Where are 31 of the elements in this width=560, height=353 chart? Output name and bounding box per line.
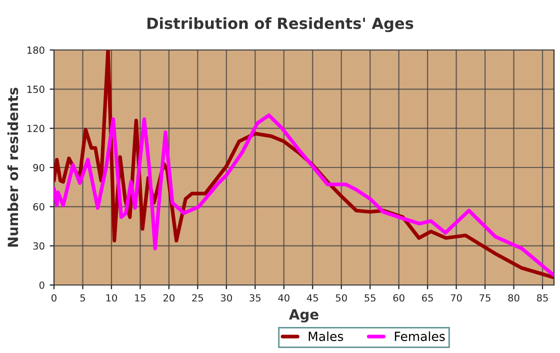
- y-axis-title: Number of residents: [7, 88, 18, 247]
- y-tick-label: 60: [33, 203, 44, 210]
- x-tick-label: 0: [52, 294, 56, 302]
- y-tick-label: 150: [27, 86, 44, 93]
- x-tick-label: 30: [220, 294, 232, 302]
- x-tick-label: 15: [135, 294, 146, 302]
- y-tick-label: 120: [27, 124, 44, 132]
- x-axis-title: Age: [289, 309, 318, 322]
- x-tick-label: 45: [306, 294, 318, 302]
- legend-label: Males: [308, 331, 344, 342]
- x-tick-label: 55: [364, 294, 376, 302]
- y-tick-label: 90: [33, 164, 44, 172]
- x-tick-label: 20: [163, 294, 174, 302]
- x-tick-label: 60: [393, 294, 404, 302]
- x-tick-label: 35: [250, 294, 260, 302]
- x-tick-label: 50: [336, 294, 347, 302]
- x-tick-label: 75: [480, 294, 490, 302]
- x-tick-label: 25: [192, 294, 204, 302]
- x-tick-label: 40: [278, 294, 290, 302]
- y-tick-label: 30: [33, 242, 44, 250]
- y-tick-label: 180: [27, 46, 44, 54]
- y-tick-label: 0: [39, 281, 44, 289]
- x-tick-label: 85: [536, 294, 548, 302]
- x-tick-label: 70: [450, 294, 462, 302]
- x-tick-label: 65: [422, 294, 433, 302]
- line-series: [54, 113, 554, 276]
- x-tick-label: 5: [80, 294, 85, 302]
- x-tick-label: 10: [106, 294, 118, 302]
- chart-title: Distribution of Residents' Ages: [147, 17, 414, 32]
- x-tick-label: 80: [508, 294, 520, 302]
- legend-label: Females: [394, 331, 445, 342]
